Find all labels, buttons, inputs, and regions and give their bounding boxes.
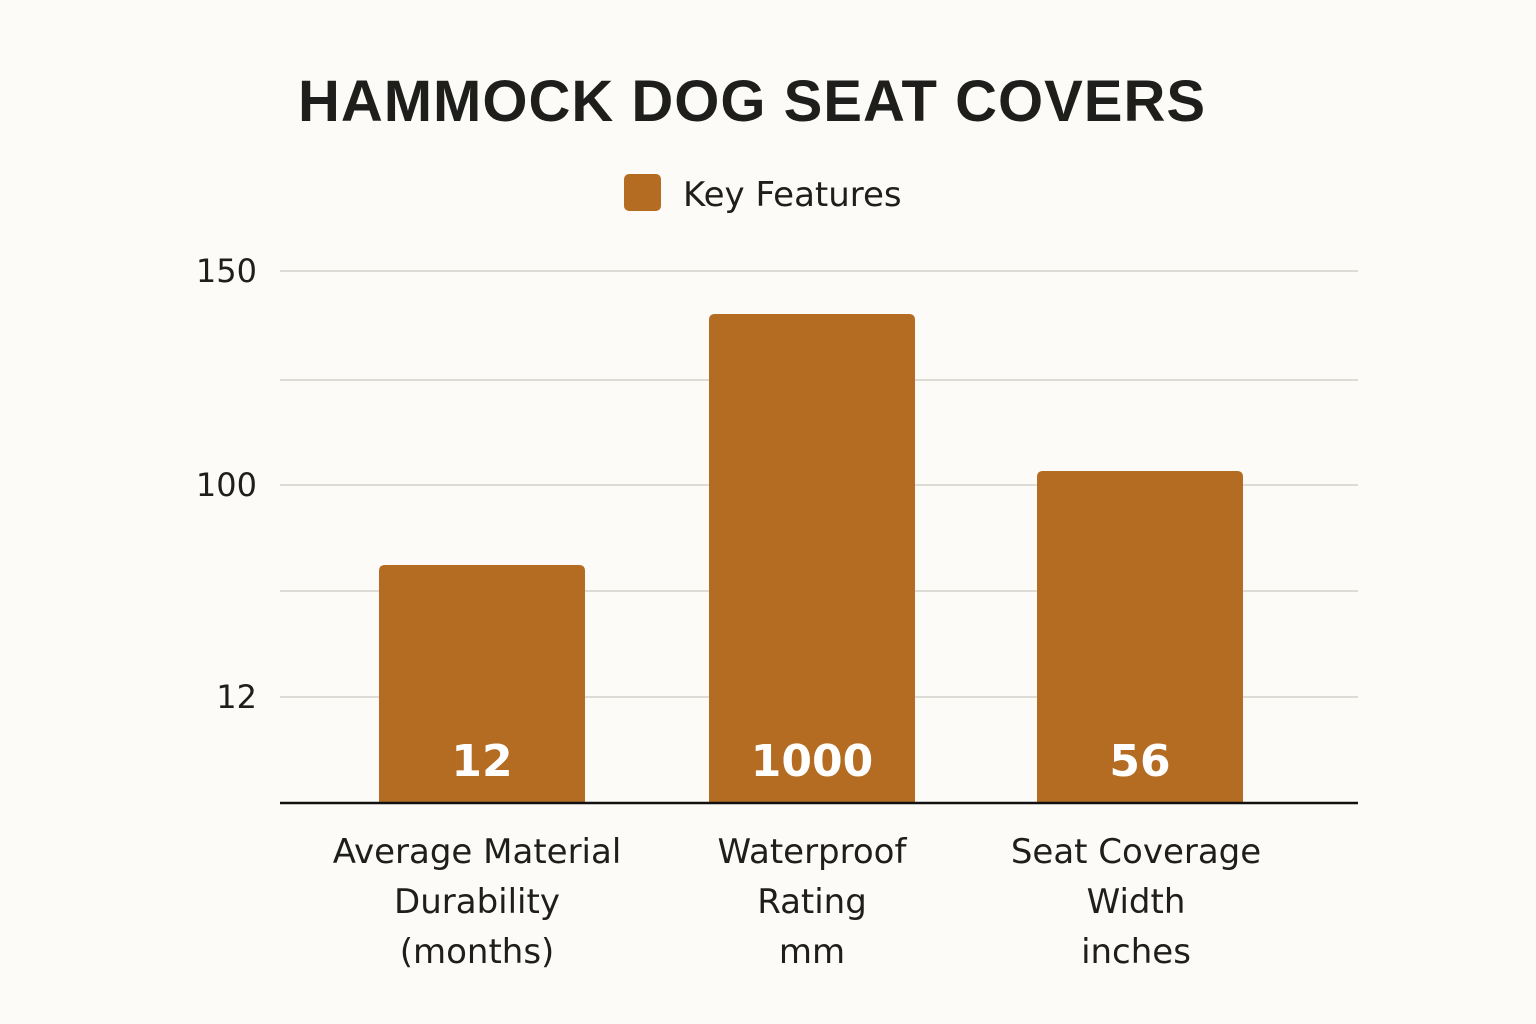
legend-label: Key Features: [683, 175, 902, 215]
bar-value-label: 12: [451, 736, 512, 787]
bar-value-label: 1000: [751, 736, 873, 787]
bars: [379, 314, 1243, 803]
bar-value-labels: 12 1000 56: [451, 736, 1170, 787]
chart-title: HAMMOCK DOG SEAT COVERS: [298, 69, 1206, 134]
y-axis-ticks: 150 100 12: [196, 252, 257, 716]
bar-value-label: 56: [1109, 736, 1170, 787]
y-tick-label: 100: [196, 466, 257, 504]
category-label: Seat Coverage Width inches: [1011, 832, 1261, 972]
x-axis-categories: Average Material Durability (months) Waterp…: [333, 832, 1261, 972]
y-tick-label: 150: [196, 252, 257, 290]
legend: Key Features: [624, 174, 902, 215]
bar: [709, 314, 915, 803]
bar: [1037, 471, 1243, 803]
legend-swatch: [624, 174, 661, 211]
category-label: Waterproof Rating mm: [718, 832, 908, 972]
bar: [379, 565, 585, 803]
y-tick-label: 12: [216, 678, 257, 716]
category-label: Average Material Durability (months): [333, 832, 622, 972]
